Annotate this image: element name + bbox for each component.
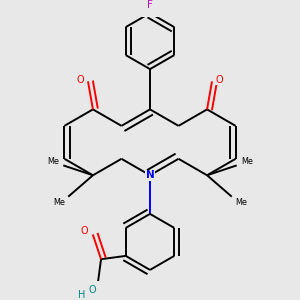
Text: O: O [215,75,223,85]
Text: O: O [89,286,97,296]
Text: Me: Me [241,157,253,166]
Text: F: F [147,0,153,10]
Text: H: H [78,290,85,300]
Text: N: N [146,170,154,180]
Text: O: O [77,75,85,85]
Text: O: O [81,226,88,236]
Text: Me: Me [47,157,59,166]
Text: Me: Me [235,198,247,207]
Text: Me: Me [53,198,65,207]
